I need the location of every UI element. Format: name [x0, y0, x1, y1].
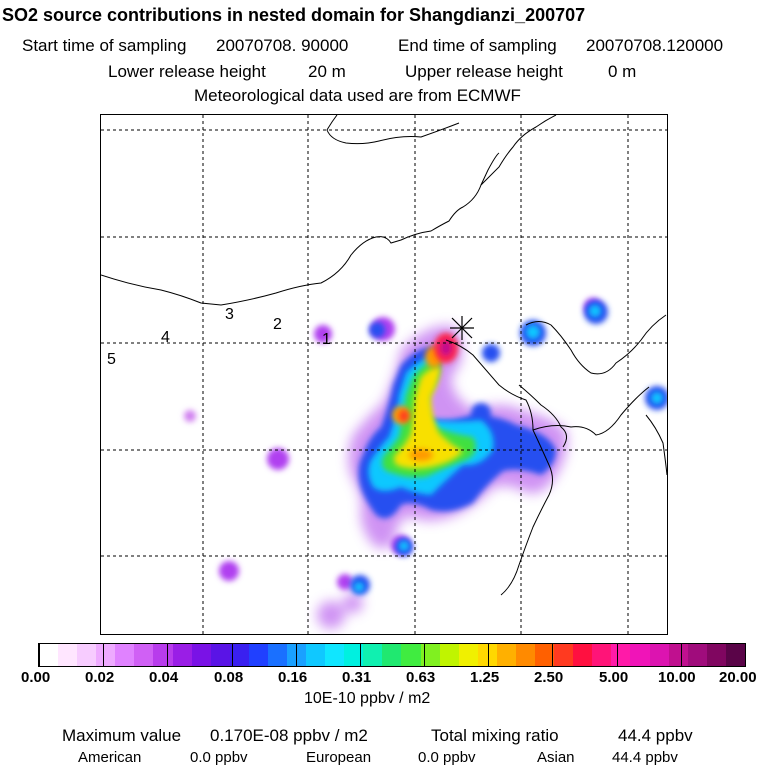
colorbar-segment	[401, 644, 421, 666]
colorbar-segment	[668, 644, 688, 666]
colorbar-tick-mark	[617, 644, 618, 666]
colorbar-segment	[39, 644, 59, 666]
total-mixing-value: 44.4 ppbv	[618, 726, 693, 745]
colorbar-tick-label: 10.00	[658, 669, 696, 686]
lower-height-label: Lower release height	[108, 62, 266, 81]
colorbar-segment	[306, 644, 326, 666]
colorbar-segment	[191, 644, 211, 666]
colorbar-tick-mark	[681, 644, 682, 666]
colorbar-segment	[325, 644, 345, 666]
colorbar-segment	[210, 644, 230, 666]
colorbar	[38, 643, 746, 667]
colorbar-segment	[535, 644, 555, 666]
colorbar-segment	[630, 644, 650, 666]
colorbar-segment	[554, 644, 574, 666]
colorbar-tick-label: 1.25	[470, 669, 500, 686]
start-time-value: 20070708. 90000	[216, 36, 349, 55]
colorbar-tick-mark	[296, 644, 297, 666]
trajectory-label-4: 4	[161, 329, 170, 346]
colorbar-segment	[725, 644, 745, 666]
map-panel: 1 2 3 4 5	[100, 114, 668, 635]
colorbar-segment	[458, 644, 478, 666]
colorbar-segment	[77, 644, 97, 666]
end-time-value: 20070708.120000	[586, 36, 724, 55]
colorbar-tick-mark	[360, 644, 361, 666]
met-data-note: Meteorological data used are from ECMWF	[194, 86, 521, 105]
end-time-label: End time of sampling	[398, 36, 557, 55]
colorbar-tick-label: 0.00	[21, 669, 51, 686]
colorbar-segment	[267, 644, 288, 666]
trajectory-label-5: 5	[107, 351, 116, 368]
colorbar-tick-mark	[424, 644, 425, 666]
colorbar-segment	[592, 644, 612, 666]
colorbar-tick-mark	[745, 644, 746, 666]
european-label: European	[306, 749, 372, 766]
trajectory-labels: 1 2 3 4 5	[107, 306, 331, 368]
colorbar-tick-mark	[488, 644, 489, 666]
american-value: 0.0 ppbv	[190, 749, 248, 766]
plume-layer	[184, 298, 667, 629]
colorbar-segment	[172, 644, 192, 666]
total-mixing-label: Total mixing ratio	[431, 726, 559, 745]
colorbar-tick-label: 0.63	[406, 669, 436, 686]
colorbar-tick-label: 0.02	[85, 669, 115, 686]
colorbar-tick-label: 20.00	[719, 669, 757, 686]
receptor-marker	[450, 316, 474, 340]
colorbar-segment	[248, 644, 268, 666]
colorbar-segment	[229, 644, 249, 666]
colorbar-segment	[363, 644, 383, 666]
colorbar-units: 10E-10 ppbv / m2	[304, 690, 431, 707]
american-label: American	[78, 749, 142, 766]
colorbar-tick-label: 0.16	[278, 669, 308, 686]
colorbar-segment	[58, 644, 78, 666]
colorbar-tick-label: 0.04	[149, 669, 179, 686]
upper-height-label: Upper release height	[405, 62, 563, 81]
colorbar-tick-label: 2.50	[534, 669, 564, 686]
colorbar-tick-mark	[39, 644, 40, 666]
map-title: SO2 source contributions in nested domai…	[2, 5, 586, 25]
asian-label: Asian	[537, 749, 575, 766]
colorbar-segment	[477, 644, 497, 666]
trajectory-label-2: 2	[273, 316, 282, 333]
colorbar-tick-mark	[552, 644, 553, 666]
trajectory-label-1: 1	[322, 331, 331, 348]
colorbar-segment	[134, 644, 154, 666]
colorbar-segment	[687, 644, 707, 666]
start-time-label: Start time of sampling	[22, 36, 187, 55]
asian-value: 44.4 ppbv	[612, 749, 678, 766]
colorbar-tick-label: 0.08	[214, 669, 244, 686]
colorbar-tick-mark	[167, 644, 168, 666]
footprint-map: 1 2 3 4 5	[101, 115, 667, 634]
european-value: 0.0 ppbv	[418, 749, 476, 766]
colorbar-tick-label: 0.31	[342, 669, 372, 686]
colorbar-segment	[420, 644, 440, 666]
max-value: 0.170E-08 ppbv / m2	[210, 726, 368, 745]
colorbar-segment	[344, 644, 364, 666]
colorbar-segment	[439, 644, 459, 666]
colorbar-segment	[382, 644, 402, 666]
colorbar-segment	[496, 644, 516, 666]
colorbar-segment	[115, 644, 135, 666]
colorbar-segment	[515, 644, 536, 666]
colorbar-segment	[649, 644, 669, 666]
colorbar-segment	[611, 644, 631, 666]
colorbar-segment	[153, 644, 173, 666]
colorbar-tick-mark	[232, 644, 233, 666]
coastline-layer	[101, 115, 667, 596]
lower-height-value: 20 m	[308, 62, 346, 81]
max-value-label: Maximum value	[62, 726, 182, 745]
colorbar-segment	[96, 644, 116, 666]
colorbar-tick-mark	[103, 644, 104, 666]
colorbar-segment	[706, 644, 726, 666]
colorbar-tick-label: 5.00	[599, 669, 629, 686]
trajectory-label-3: 3	[225, 306, 234, 323]
lat-lon-grid	[101, 115, 667, 634]
colorbar-segment	[573, 644, 593, 666]
upper-height-value: 0 m	[608, 62, 637, 81]
